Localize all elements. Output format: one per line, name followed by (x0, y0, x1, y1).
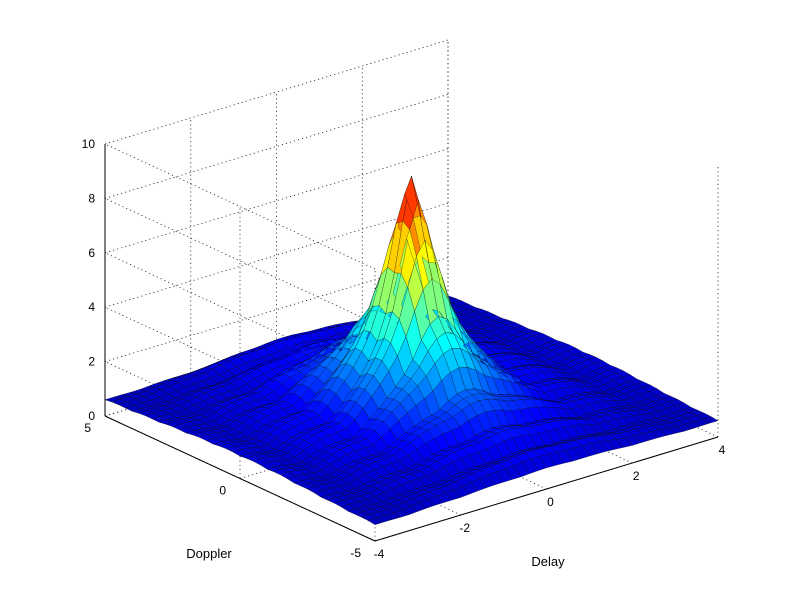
x-tick-label: 2 (633, 469, 640, 483)
x-axis-line (374, 436, 719, 542)
y-axis-label: Doppler (186, 546, 232, 561)
sidewall-grid-z-2 (104, 306, 376, 433)
x-tick-label: -2 (459, 521, 470, 535)
y-tick-label: 5 (84, 421, 91, 435)
sidewall-grid-z-1 (104, 361, 376, 487)
z-tick-label: 4 (88, 300, 95, 314)
sidewall-grid-z-3 (104, 252, 376, 379)
backwall-grid-z-5 (104, 39, 449, 145)
surface-patch (702, 416, 719, 424)
x-tick-label: -4 (374, 547, 385, 561)
backwall-grid-z-2 (104, 202, 449, 308)
sidewall-grid-z-5 (104, 143, 376, 270)
sidewall-grid-z-4 (104, 198, 376, 324)
backwall-grid-z-4 (104, 94, 449, 199)
x-axis-label: Delay (531, 554, 565, 569)
z-tick-label: 6 (88, 246, 95, 260)
z-tick-label: 2 (88, 355, 95, 369)
axes (104, 144, 719, 542)
x-tick-label: 0 (547, 495, 554, 509)
surface-mesh (104, 175, 719, 525)
y-tick-label: -5 (350, 546, 361, 560)
y-axis-line (104, 415, 376, 542)
y-tick-label: 0 (219, 484, 226, 498)
x-tick-label: 4 (719, 443, 726, 457)
z-tick-label: 0 (88, 409, 95, 423)
backwall-grid-z-3 (104, 148, 449, 254)
z-tick-label: 8 (88, 191, 95, 205)
z-tick-label: 10 (82, 137, 96, 151)
